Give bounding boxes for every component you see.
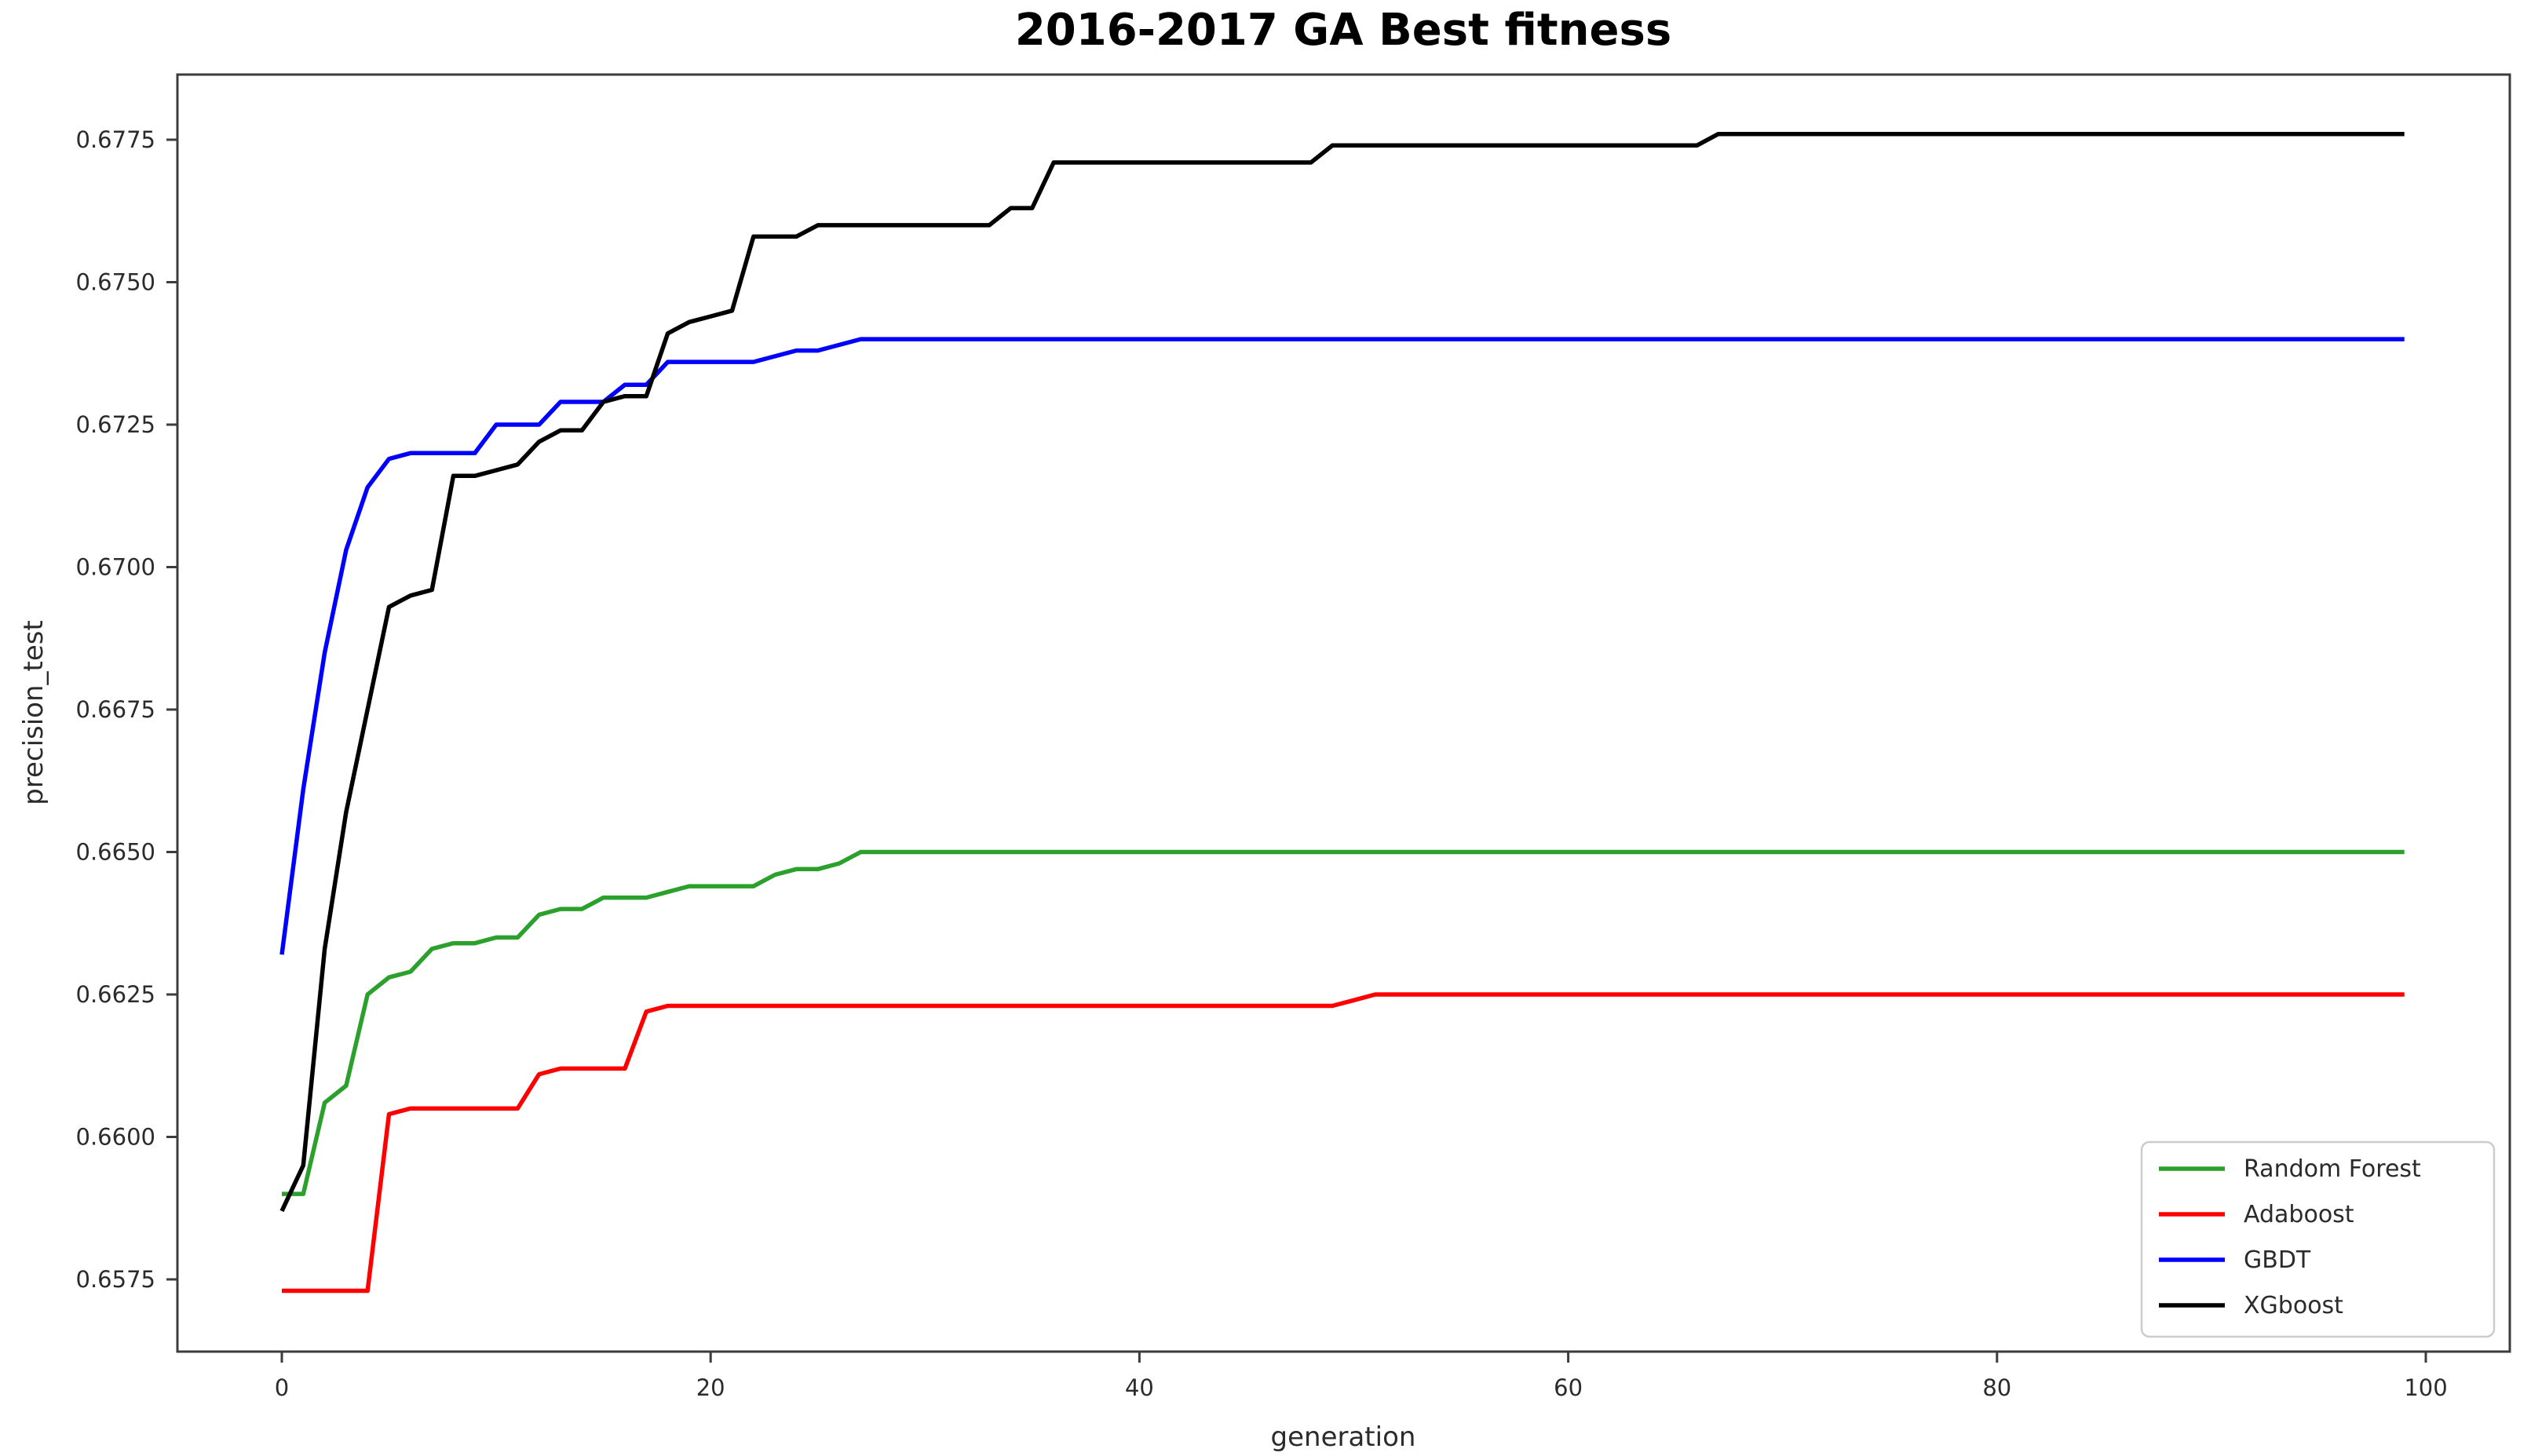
y-tick-label: 0.6575 xyxy=(76,1266,155,1293)
y-tick-label: 0.6625 xyxy=(76,981,155,1008)
legend-label-xgboost: XGboost xyxy=(2244,1292,2343,1319)
chart-title: 2016-2017 GA Best fitness xyxy=(1015,5,1671,56)
legend-box xyxy=(2140,1140,2496,1338)
y-axis-label: precision_test xyxy=(18,620,49,805)
legend-label-random-forest: Random Forest xyxy=(2244,1155,2421,1183)
x-tick-label: 20 xyxy=(696,1374,725,1401)
series-line-gbdt xyxy=(279,337,2405,955)
series-lines xyxy=(279,131,2405,1294)
x-tick-label: 40 xyxy=(1125,1374,1154,1401)
series-line-adaboost xyxy=(282,992,2405,1294)
y-tick-label: 0.6675 xyxy=(76,696,155,723)
legend-label-adaboost: Adaboost xyxy=(2244,1201,2354,1228)
axes-frame xyxy=(176,73,2511,1353)
y-tick-label: 0.6700 xyxy=(76,554,155,581)
legend-label-gbdt: GBDT xyxy=(2244,1246,2311,1274)
y-tick-label: 0.6650 xyxy=(76,839,155,866)
y-tick-label: 0.6750 xyxy=(76,269,155,296)
x-tick-label: 100 xyxy=(2404,1374,2447,1401)
series-line-random-forest xyxy=(282,849,2405,1196)
series-line-xgboost xyxy=(279,131,2405,1213)
y-tick-label: 0.6775 xyxy=(76,126,155,153)
x-tick-label: 60 xyxy=(1554,1374,1583,1401)
y-tick-label: 0.6725 xyxy=(76,411,155,438)
x-axis-label: generation xyxy=(1271,1421,1416,1453)
legend: Random Forest Adaboost GBDT XGboost xyxy=(2140,1140,2496,1338)
x-tick-label: 80 xyxy=(1982,1374,2011,1401)
plot-area: 0.6575 0.6600 0.6625 0.6650 0.6675 0.6700 0.67… xyxy=(76,73,2511,1401)
y-tick-label: 0.6600 xyxy=(76,1124,155,1151)
x-tick-label: 0 xyxy=(275,1374,289,1401)
